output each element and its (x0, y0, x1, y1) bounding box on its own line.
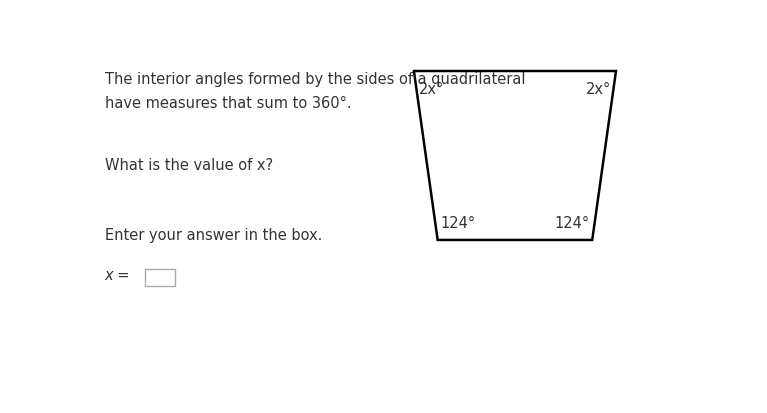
Text: x =: x = (105, 267, 130, 282)
Text: What is the value of x?: What is the value of x? (105, 158, 273, 173)
Text: 2x°: 2x° (586, 81, 611, 96)
Text: 124°: 124° (554, 216, 589, 231)
Text: 124°: 124° (440, 216, 476, 231)
Text: Enter your answer in the box.: Enter your answer in the box. (105, 228, 322, 242)
Text: The interior angles formed by the sides of a quadrilateral: The interior angles formed by the sides … (105, 72, 525, 87)
Text: have measures that sum to 360°.: have measures that sum to 360°. (105, 96, 351, 111)
FancyBboxPatch shape (145, 269, 175, 287)
Text: 2x°: 2x° (419, 81, 444, 96)
